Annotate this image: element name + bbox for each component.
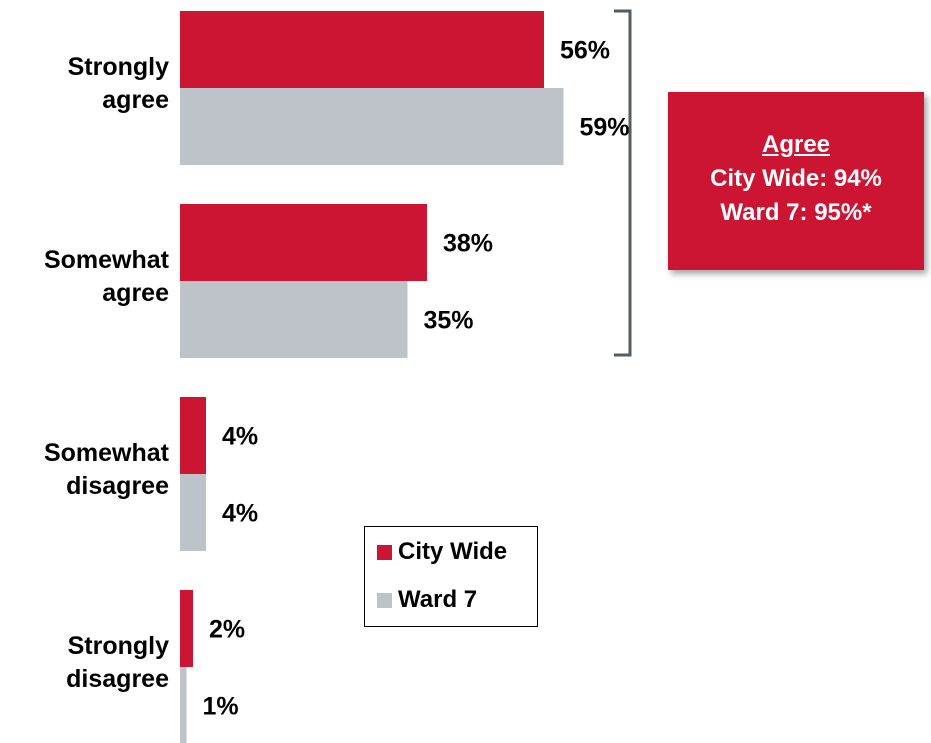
bar-strongly-disagree-city-wide — [180, 590, 193, 667]
bar-strongly-disagree-ward-7 — [180, 667, 187, 743]
category-label-somewhat-disagree-line-1: Somewhat — [44, 439, 170, 467]
bar-somewhat-disagree-ward-7 — [180, 474, 206, 551]
category-label-somewhat-agree-line-1: Somewhat — [44, 246, 170, 274]
value-label-somewhat-disagree-city-wide: 4% — [222, 423, 258, 451]
value-label-somewhat-agree-city-wide: 38% — [443, 230, 493, 258]
value-label-somewhat-disagree-ward-7: 4% — [222, 500, 258, 528]
category-label-strongly-agree-line-2: agree — [102, 86, 169, 114]
bar-strongly-agree-city-wide — [180, 11, 544, 88]
bar-somewhat-disagree-city-wide — [180, 397, 206, 474]
value-label-strongly-disagree-ward-7: 1% — [203, 693, 239, 721]
category-label-strongly-disagree-line-1: Strongly — [68, 632, 169, 660]
agree-callout-box: Agree City Wide: 94% Ward 7: 95%* — [668, 92, 924, 270]
legend-swatch-city-wide — [377, 544, 392, 560]
bars-layer — [180, 11, 564, 743]
legend-label-city-wide: City Wide — [398, 538, 508, 565]
agree-bracket — [614, 9, 632, 357]
category-label-somewhat-agree-line-2: agree — [102, 279, 169, 307]
bar-somewhat-agree-ward-7 — [180, 281, 408, 358]
value-label-strongly-agree-city-wide: 56% — [560, 37, 610, 65]
legend-item-city-wide: City Wide — [377, 537, 507, 567]
value-label-strongly-agree-ward-7: 59% — [580, 114, 630, 142]
category-label-strongly-disagree-line-2: disagree — [66, 665, 169, 693]
callout-ward-7: Ward 7: 95%* — [720, 199, 872, 226]
category-label-somewhat-disagree-line-2: disagree — [66, 472, 169, 500]
category-label-strongly-agree-line-1: Strongly — [68, 53, 169, 81]
legend-swatch-ward-7 — [377, 592, 392, 608]
legend-label-ward-7: Ward 7 — [398, 586, 478, 613]
value-label-strongly-disagree-city-wide: 2% — [209, 616, 245, 644]
bar-strongly-agree-ward-7 — [180, 88, 564, 165]
callout-city-wide: City Wide: 94% — [710, 165, 882, 192]
bar-somewhat-agree-city-wide — [180, 204, 427, 281]
callout-heading: Agree — [761, 131, 831, 158]
legend-item-ward-7: Ward 7 — [377, 585, 477, 615]
legend: City Wide Ward 7 — [364, 526, 538, 627]
labels-layer: 56% 59% Strongly agree 38% 35% Somewhat agree 4%… — [44, 37, 630, 721]
value-label-somewhat-agree-ward-7: 35% — [424, 307, 474, 335]
